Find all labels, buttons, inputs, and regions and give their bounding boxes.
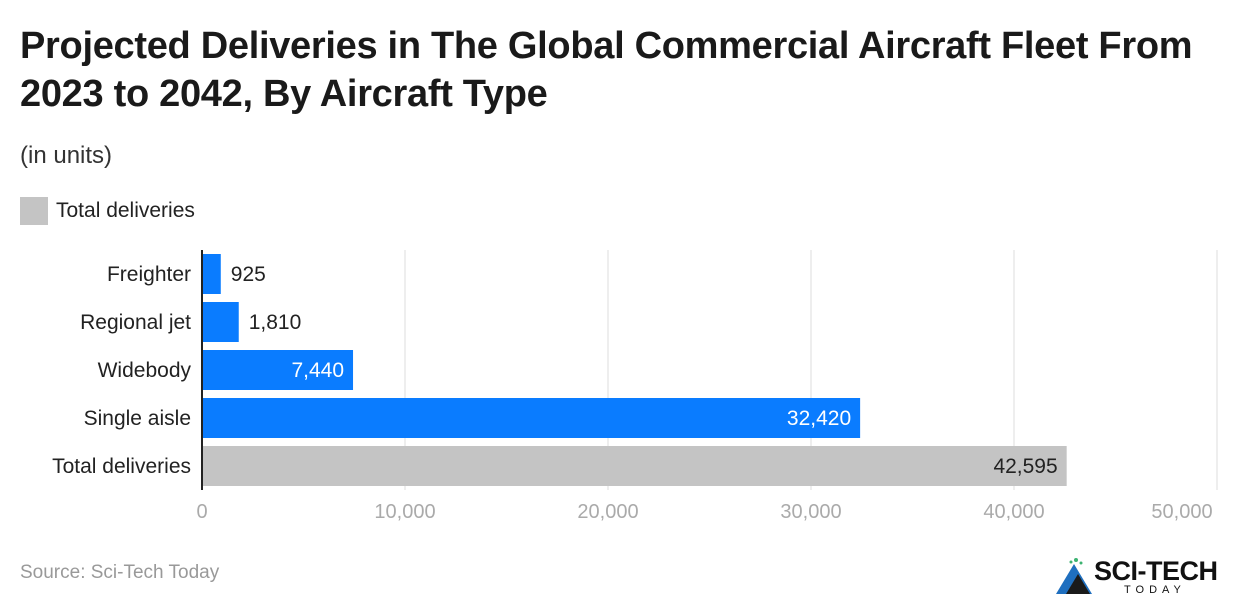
logo-subtext: TODAY bbox=[1124, 584, 1186, 596]
x-tick-label: 40,000 bbox=[983, 501, 1044, 523]
chart-subtitle: (in units) bbox=[20, 142, 113, 169]
chart-title: Projected Deliveries in The Global Comme… bbox=[20, 25, 1193, 115]
logo-mountain-icon bbox=[1056, 558, 1092, 594]
bar-total-deliveries bbox=[202, 446, 1067, 486]
bar-widebody bbox=[202, 350, 354, 390]
bar-regional-jet bbox=[202, 302, 239, 342]
data-label: 925 bbox=[231, 263, 266, 286]
legend-label: Total deliveries bbox=[56, 199, 195, 222]
category-label: Single aisle bbox=[84, 407, 191, 430]
category-label: Total deliveries bbox=[52, 455, 191, 478]
x-tick-label: 30,000 bbox=[780, 501, 841, 523]
category-label: Freighter bbox=[107, 263, 191, 286]
source-note: Source: Sci-Tech Today bbox=[20, 562, 220, 583]
data-label: 32,420 bbox=[787, 407, 851, 430]
x-tick-label: 10,000 bbox=[374, 501, 435, 523]
x-tick-label: 0 bbox=[196, 501, 207, 523]
sci-tech-logo: SCI-TECH TODAY bbox=[1054, 556, 1230, 600]
bar-freighter bbox=[202, 254, 221, 294]
logo-text: SCI-TECH bbox=[1094, 556, 1218, 586]
legend-swatch bbox=[20, 197, 48, 225]
x-tick-label: 20,000 bbox=[577, 501, 638, 523]
category-label: Widebody bbox=[98, 359, 192, 382]
data-label: 7,440 bbox=[291, 359, 344, 382]
bar-single-aisle bbox=[202, 398, 861, 438]
data-label: 1,810 bbox=[249, 311, 302, 334]
data-label: 42,595 bbox=[993, 455, 1057, 478]
legend: Total deliveries bbox=[20, 197, 195, 225]
category-label: Regional jet bbox=[80, 311, 191, 334]
x-tick-label: 50,000 bbox=[1151, 501, 1212, 523]
